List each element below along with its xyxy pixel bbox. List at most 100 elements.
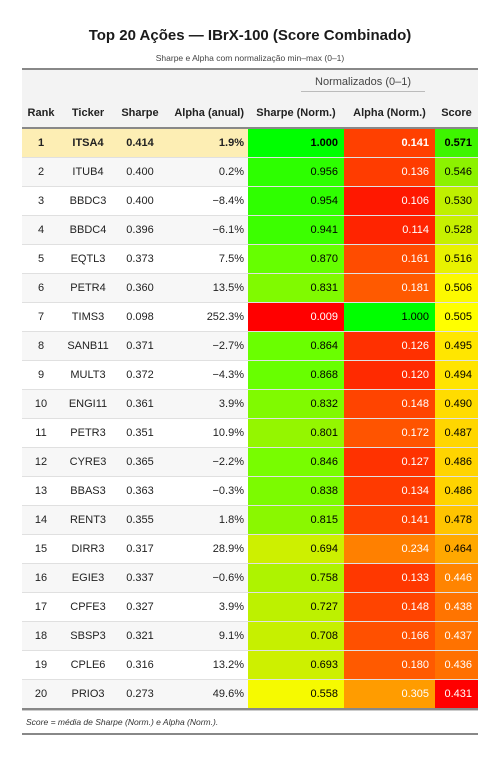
cell-sharpe: 0.400 (116, 185, 164, 215)
cell-rank: 5 (22, 243, 60, 273)
cell-ticker: SBSP3 (60, 620, 116, 650)
cell-alpha: 252.3% (164, 301, 248, 331)
column-spanner-row: Normalizados (0–1) (22, 70, 479, 98)
table-row: 16 EGIE3 0.337 −0.6% 0.758 0.133 0.446 (22, 562, 479, 592)
cell-sharpe-norm: 0.941 (248, 214, 344, 244)
cell-sharpe: 0.098 (116, 301, 164, 331)
cell-score: 0.516 (435, 243, 479, 273)
cell-rank: 6 (22, 272, 60, 302)
cell-alpha: −0.6% (164, 562, 248, 592)
cell-score: 0.528 (435, 214, 479, 244)
cell-sharpe-norm: 1.000 (248, 127, 344, 157)
cell-score: 0.437 (435, 620, 479, 650)
cell-rank: 17 (22, 591, 60, 621)
cell-sharpe: 0.316 (116, 649, 164, 679)
top-rule (22, 68, 478, 70)
cell-rank: 2 (22, 156, 60, 186)
cell-alpha: −6.1% (164, 214, 248, 244)
table-footnote: Score = média de Sharpe (Norm.) e Alpha … (22, 710, 478, 733)
cell-sharpe-norm: 0.708 (248, 620, 344, 650)
cell-alpha-norm: 0.134 (344, 475, 435, 505)
cell-score: 0.487 (435, 417, 479, 447)
cell-ticker: EGIE3 (60, 562, 116, 592)
table-row: 19 CPLE6 0.316 13.2% 0.693 0.180 0.436 (22, 649, 479, 679)
cell-alpha-norm: 0.106 (344, 185, 435, 215)
col-header-sharpe: Sharpe (116, 98, 164, 129)
table-row: 14 RENT3 0.355 1.8% 0.815 0.141 0.478 (22, 504, 479, 534)
table-row: 13 BBAS3 0.363 −0.3% 0.838 0.134 0.486 (22, 475, 479, 505)
cell-alpha: −4.3% (164, 359, 248, 389)
table-row: 5 EQTL3 0.373 7.5% 0.870 0.161 0.516 (22, 243, 479, 273)
col-header-sharpe-norm: Sharpe (Norm.) (248, 98, 344, 129)
cell-alpha-norm: 0.148 (344, 388, 435, 418)
cell-rank: 3 (22, 185, 60, 215)
col-header-rank: Rank (22, 98, 60, 129)
cell-rank: 11 (22, 417, 60, 447)
table-row: 2 ITUB4 0.400 0.2% 0.956 0.136 0.546 (22, 156, 479, 186)
table-row: 18 SBSP3 0.321 9.1% 0.708 0.166 0.437 (22, 620, 479, 650)
table-row: 8 SANB11 0.371 −2.7% 0.864 0.126 0.495 (22, 330, 479, 360)
cell-sharpe: 0.361 (116, 388, 164, 418)
cell-sharpe: 0.371 (116, 330, 164, 360)
cell-alpha: 13.2% (164, 649, 248, 679)
cell-score: 0.446 (435, 562, 479, 592)
cell-alpha-norm: 0.180 (344, 649, 435, 679)
cell-ticker: CPLE6 (60, 649, 116, 679)
table-row: 1 ITSA4 0.414 1.9% 1.000 0.141 0.571 (22, 127, 479, 157)
col-header-ticker: Ticker (60, 98, 116, 129)
cell-alpha: −2.7% (164, 330, 248, 360)
cell-rank: 8 (22, 330, 60, 360)
cell-rank: 20 (22, 678, 60, 708)
cell-score: 0.506 (435, 272, 479, 302)
cell-sharpe: 0.360 (116, 272, 164, 302)
cell-sharpe-norm: 0.868 (248, 359, 344, 389)
cell-score: 0.494 (435, 359, 479, 389)
cell-sharpe: 0.396 (116, 214, 164, 244)
cell-sharpe: 0.372 (116, 359, 164, 389)
cell-score: 0.464 (435, 533, 479, 563)
cell-score: 0.478 (435, 504, 479, 534)
cell-alpha-norm: 0.126 (344, 330, 435, 360)
cell-alpha-norm: 0.141 (344, 127, 435, 157)
cell-ticker: PETR3 (60, 417, 116, 447)
cell-sharpe-norm: 0.864 (248, 330, 344, 360)
cell-sharpe-norm: 0.727 (248, 591, 344, 621)
cell-sharpe: 0.373 (116, 243, 164, 273)
col-header-alpha: Alpha (anual) (164, 98, 248, 129)
cell-sharpe: 0.351 (116, 417, 164, 447)
table-row: 3 BBDC3 0.400 −8.4% 0.954 0.106 0.530 (22, 185, 479, 215)
cell-ticker: PETR4 (60, 272, 116, 302)
cell-alpha: 9.1% (164, 620, 248, 650)
cell-sharpe-norm: 0.832 (248, 388, 344, 418)
cell-rank: 4 (22, 214, 60, 244)
cell-alpha: 3.9% (164, 388, 248, 418)
cell-sharpe: 0.414 (116, 127, 164, 157)
cell-alpha: −2.2% (164, 446, 248, 476)
table-row: 10 ENGI11 0.361 3.9% 0.832 0.148 0.490 (22, 388, 479, 418)
table-subtitle: Sharpe e Alpha com normalização min–max … (155, 53, 345, 63)
cell-ticker: SANB11 (60, 330, 116, 360)
cell-alpha-norm: 0.166 (344, 620, 435, 650)
cell-sharpe-norm: 0.815 (248, 504, 344, 534)
cell-alpha-norm: 0.172 (344, 417, 435, 447)
cell-ticker: BBDC3 (60, 185, 116, 215)
cell-rank: 19 (22, 649, 60, 679)
cell-sharpe-norm: 0.831 (248, 272, 344, 302)
cell-score: 0.486 (435, 446, 479, 476)
cell-rank: 13 (22, 475, 60, 505)
cell-rank: 18 (22, 620, 60, 650)
cell-ticker: CYRE3 (60, 446, 116, 476)
cell-alpha-norm: 0.120 (344, 359, 435, 389)
table-row: 12 CYRE3 0.365 −2.2% 0.846 0.127 0.486 (22, 446, 479, 476)
cell-score: 0.505 (435, 301, 479, 331)
cell-sharpe-norm: 0.956 (248, 156, 344, 186)
cell-alpha-norm: 0.181 (344, 272, 435, 302)
cell-alpha: 28.9% (164, 533, 248, 563)
cell-alpha-norm: 0.127 (344, 446, 435, 476)
footer-rule (22, 733, 478, 735)
cell-score: 0.431 (435, 678, 479, 708)
cell-alpha-norm: 0.161 (344, 243, 435, 273)
cell-sharpe: 0.321 (116, 620, 164, 650)
cell-alpha: −8.4% (164, 185, 248, 215)
table-row: 6 PETR4 0.360 13.5% 0.831 0.181 0.506 (22, 272, 479, 302)
